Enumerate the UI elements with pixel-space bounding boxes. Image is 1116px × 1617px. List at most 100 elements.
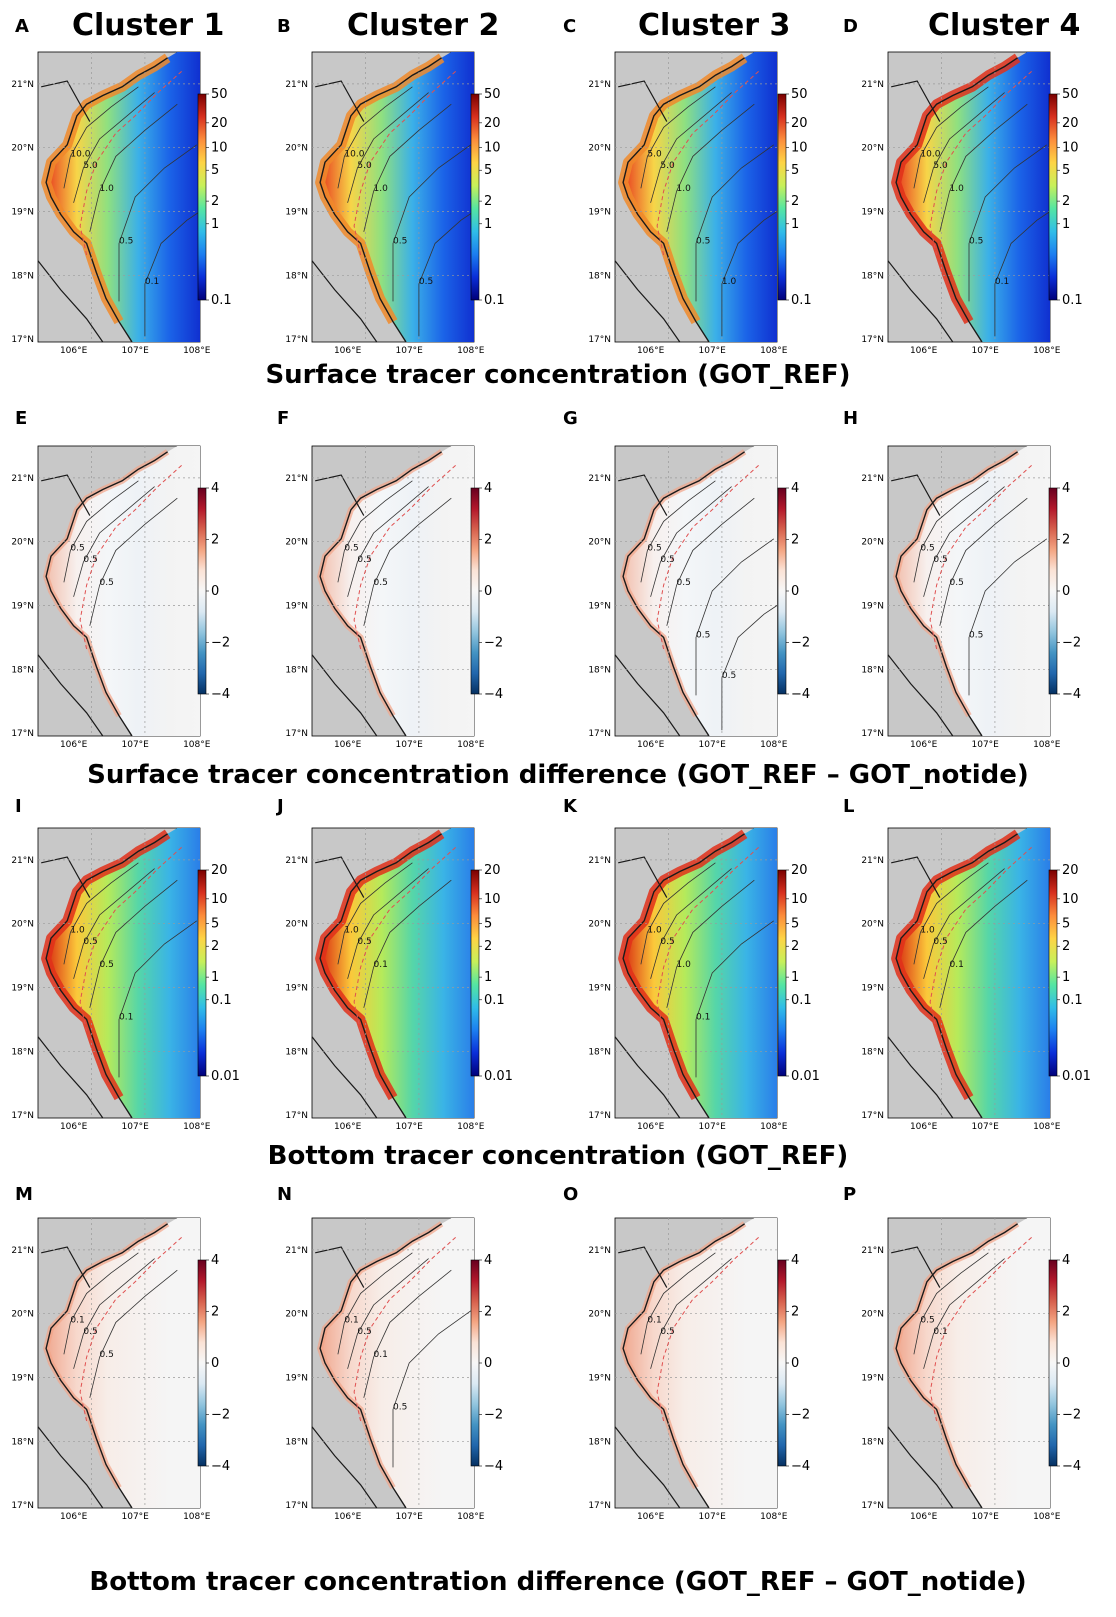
- lat-tick-label: 18°N: [285, 1047, 308, 1057]
- contour-line: [650, 868, 732, 979]
- colorbar-label: 5: [484, 163, 492, 178]
- lon-tick-label: 108°E: [457, 1512, 485, 1522]
- colorbar: [197, 1259, 207, 1467]
- lon-tick-label: 107°E: [699, 1122, 727, 1132]
- panel-letter: D: [843, 16, 858, 37]
- lat-tick-label: 18°N: [861, 665, 884, 675]
- lat-tick-label: 20°N: [861, 1310, 884, 1320]
- border-line: [618, 80, 668, 122]
- lat-tick-label: 20°N: [861, 538, 884, 548]
- coastline: [895, 833, 1018, 1119]
- lat-tick-label: 19°N: [861, 602, 884, 612]
- panel-letter: F: [277, 408, 289, 429]
- contour-line: [666, 879, 755, 1008]
- contour-line: [347, 868, 429, 979]
- contour-line: [347, 486, 429, 597]
- lat-tick-label: 19°N: [588, 1374, 611, 1384]
- lat-tick-label: 20°N: [285, 920, 308, 930]
- lat-tick-label: 21°N: [588, 80, 611, 90]
- isobath-line: [929, 1235, 1035, 1422]
- contour-line: [363, 103, 452, 232]
- colorbar-label: 2: [484, 939, 492, 954]
- colorbar: [470, 93, 480, 301]
- colorbar: [1048, 1259, 1058, 1467]
- contour-line: [73, 92, 155, 203]
- lat-tick-label: 21°N: [11, 1246, 34, 1256]
- contour-line: [968, 538, 1048, 696]
- lat-tick-label: 20°N: [588, 144, 611, 154]
- map-panel-a: A 10.0 5.0 1.0 0.5 0.1 21°N 20°N 19°N 18°N 17°N 106…: [11, 16, 231, 356]
- colorbar-label: 4: [484, 1253, 492, 1268]
- contour-label: 0.5: [419, 277, 433, 287]
- contour-label: 1.0: [100, 184, 115, 194]
- contour-label: 0.5: [696, 236, 710, 246]
- map-panel-h: H 0.5 0.5 0.5 0.5 21°N 20°N 19°N 18°N 17°N 106°E 10…: [843, 408, 1081, 750]
- contour-label: 10.0: [920, 149, 940, 159]
- contour-label: 0.5: [969, 236, 983, 246]
- isobath-line: [353, 845, 459, 1032]
- border-line: [315, 1246, 365, 1288]
- coastline: [45, 57, 168, 343]
- panel-letter: M: [15, 1184, 33, 1205]
- lat-tick-label: 17°N: [285, 729, 308, 739]
- colorbar-label: 0.1: [484, 293, 505, 308]
- lon-tick-label: 106°E: [637, 1122, 665, 1132]
- lat-tick-label: 18°N: [11, 1047, 34, 1057]
- panel-letter: B: [277, 16, 291, 37]
- lat-tick-label: 20°N: [11, 920, 34, 930]
- contour-label: 0.5: [374, 578, 388, 588]
- colorbar: [197, 869, 207, 1077]
- colorbar: [1048, 93, 1058, 301]
- contour-label: 1.0: [677, 960, 692, 970]
- ocean-field: [320, 446, 474, 736]
- lat-tick-label: 21°N: [588, 1246, 611, 1256]
- lon-tick-label: 106°E: [60, 740, 88, 750]
- row-caption-bottom: Bottom tracer concentration (GOT_REF): [267, 1141, 849, 1171]
- contour-line: [666, 103, 755, 232]
- map-panel-o: O 0.1 0.5 21°N 20°N 19°N 18°N 17°N 106°E 107°E 108…: [563, 1184, 810, 1522]
- contour-line: [73, 1258, 155, 1369]
- lat-tick-label: 21°N: [588, 856, 611, 866]
- colorbar-label: 5: [211, 163, 219, 178]
- colorbar-label: 0: [791, 1356, 799, 1371]
- lon-tick-label: 106°E: [637, 346, 665, 356]
- lat-tick-label: 19°N: [588, 208, 611, 218]
- lon-tick-label: 106°E: [60, 1512, 88, 1522]
- colorbar: [197, 487, 207, 695]
- colorbar-label: 0.1: [791, 993, 812, 1008]
- cluster-title-4: Cluster 4: [928, 8, 1081, 43]
- colorbar-label: −4: [484, 687, 503, 702]
- lat-tick-label: 18°N: [861, 1437, 884, 1447]
- lon-tick-label: 106°E: [910, 1122, 938, 1132]
- contour-line: [63, 862, 139, 965]
- contour-line: [89, 879, 178, 1008]
- colorbar-label: 20: [791, 116, 808, 131]
- contour-label: 0.1: [344, 1315, 358, 1325]
- coastline: [319, 1223, 442, 1509]
- colorbar-label: 2: [1062, 939, 1070, 954]
- lon-tick-label: 106°E: [910, 740, 938, 750]
- lon-tick-label: 107°E: [122, 740, 150, 750]
- colorbar-label: 20: [791, 863, 808, 878]
- lon-tick-label: 108°E: [760, 740, 788, 750]
- colorbar-label: 1: [211, 970, 219, 985]
- contour-line: [63, 1252, 139, 1355]
- colorbar-label: 4: [211, 481, 219, 496]
- map-panel-j: J 1.0 0.5 0.1 21°N 20°N 19°N 18°N 17°N 106°E 107°E…: [275, 796, 513, 1132]
- lat-tick-label: 21°N: [861, 474, 884, 484]
- contour-line: [89, 1269, 178, 1398]
- colorbar: [197, 93, 207, 301]
- contour-label: 0.5: [393, 236, 407, 246]
- colorbar-label: −4: [1062, 1459, 1081, 1474]
- colorbar-label: 0.1: [1062, 293, 1083, 308]
- ocean-field: [46, 1218, 200, 1508]
- contour-line: [721, 605, 778, 731]
- contour-label: 10.0: [70, 149, 90, 159]
- colorbar-label: −4: [211, 1459, 230, 1474]
- colorbar-label: 2: [791, 194, 799, 209]
- map-panel-n: N 0.1 0.5 0.1 0.5 21°N 20°N 19°N 18°N 17°N 106°E 10…: [277, 1184, 503, 1522]
- isobath-line: [929, 463, 1035, 650]
- lat-tick-label: 17°N: [11, 729, 34, 739]
- colorbar-label: 0.01: [484, 1069, 513, 1084]
- colorbar-label: 0: [484, 1356, 492, 1371]
